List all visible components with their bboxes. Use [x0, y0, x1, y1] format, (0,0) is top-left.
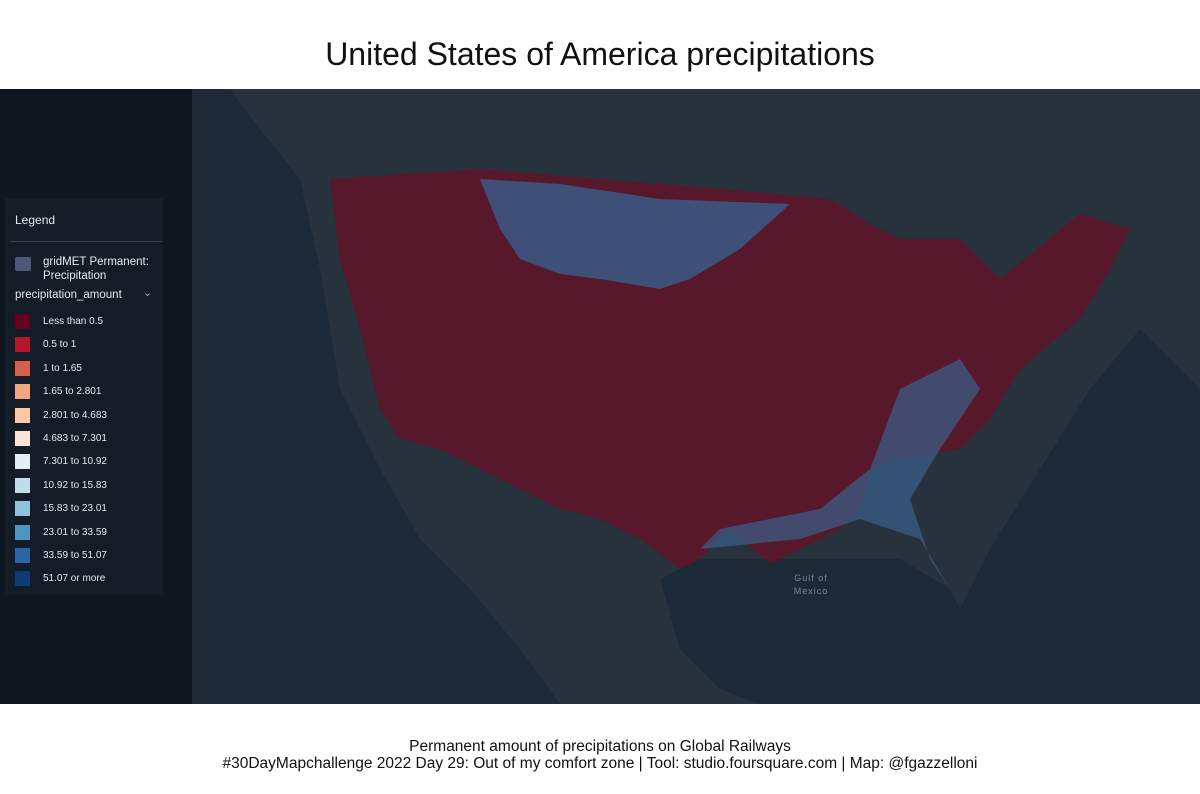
legend-swatch — [15, 501, 30, 517]
layer-icon — [15, 257, 31, 271]
legend-heading: Legend — [15, 213, 56, 227]
legend-label: 10.92 to 15.83 — [43, 479, 107, 491]
side-panel: Legend gridMET Permanent: Precipitation … — [0, 89, 192, 704]
legend-swatch — [15, 548, 30, 563]
legend-swatch — [15, 524, 30, 540]
legend-swatch — [15, 314, 30, 329]
wet-region — [480, 179, 790, 289]
footer-line: Permanent amount of precipitations on Gl… — [409, 738, 791, 755]
map: Legend gridMET Permanent: Precipitation … — [0, 89, 1200, 704]
legend: Legend gridMET Permanent: Precipitation … — [5, 198, 163, 595]
legend-label: 2.801 to 4.683 — [43, 409, 107, 421]
legend-swatch — [15, 360, 30, 376]
legend-swatch — [15, 571, 30, 587]
legend-swatch — [15, 477, 30, 493]
map-canvas — [192, 89, 1200, 704]
divider — [10, 241, 162, 242]
legend-swatch — [15, 454, 30, 470]
legend-label: 33.59 to 51.07 — [43, 550, 107, 561]
legend-label: 51.07 or more — [43, 573, 106, 585]
legend-swatch — [15, 431, 30, 446]
legend-label: 7.301 to 10.92 — [43, 456, 107, 468]
field-name[interactable]: precipitation_amount — [15, 289, 122, 301]
dry-region — [330, 169, 1130, 569]
legend-label: 15.83 to 23.01 — [43, 503, 107, 515]
legend-swatch — [15, 407, 30, 423]
legend-swatch — [15, 384, 30, 400]
legend-label: Less than 0.5 — [43, 316, 104, 327]
map-label: Gulf of Mexico — [793, 573, 829, 596]
footer-line: #30DayMapchallenge 2022 Day 29: Out of m… — [222, 755, 978, 772]
wet-region — [700, 359, 980, 589]
title: United States of America precipitations — [325, 36, 875, 72]
legend-label: 1 to 1.65 — [43, 362, 82, 374]
dropdown-chevron[interactable]: ⌄ — [143, 287, 153, 299]
legend-label: 0.5 to 1 — [43, 339, 77, 351]
layer-name: gridMET Permanent: Precipitation — [43, 256, 149, 282]
legend-swatch — [15, 337, 30, 353]
legend-label: 1.65 to 2.801 — [43, 386, 102, 398]
legend-label: 4.683 to 7.301 — [43, 433, 107, 444]
legend-label: 23.01 to 33.59 — [43, 526, 107, 538]
